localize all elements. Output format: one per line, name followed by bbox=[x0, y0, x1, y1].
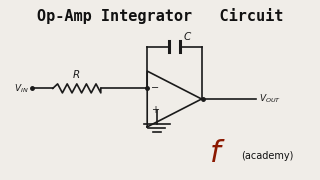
Text: $V_{IN}$: $V_{IN}$ bbox=[14, 82, 29, 95]
Text: $\mathit{f}$: $\mathit{f}$ bbox=[209, 138, 226, 168]
Text: Op-Amp Integrator   Circuit: Op-Amp Integrator Circuit bbox=[37, 8, 283, 24]
Text: −: − bbox=[151, 83, 159, 93]
Text: +: + bbox=[151, 105, 159, 115]
Text: $V_{OUT}$: $V_{OUT}$ bbox=[259, 93, 281, 105]
Text: C: C bbox=[184, 32, 191, 42]
Text: (academy): (academy) bbox=[242, 151, 294, 161]
Text: R: R bbox=[73, 70, 80, 80]
